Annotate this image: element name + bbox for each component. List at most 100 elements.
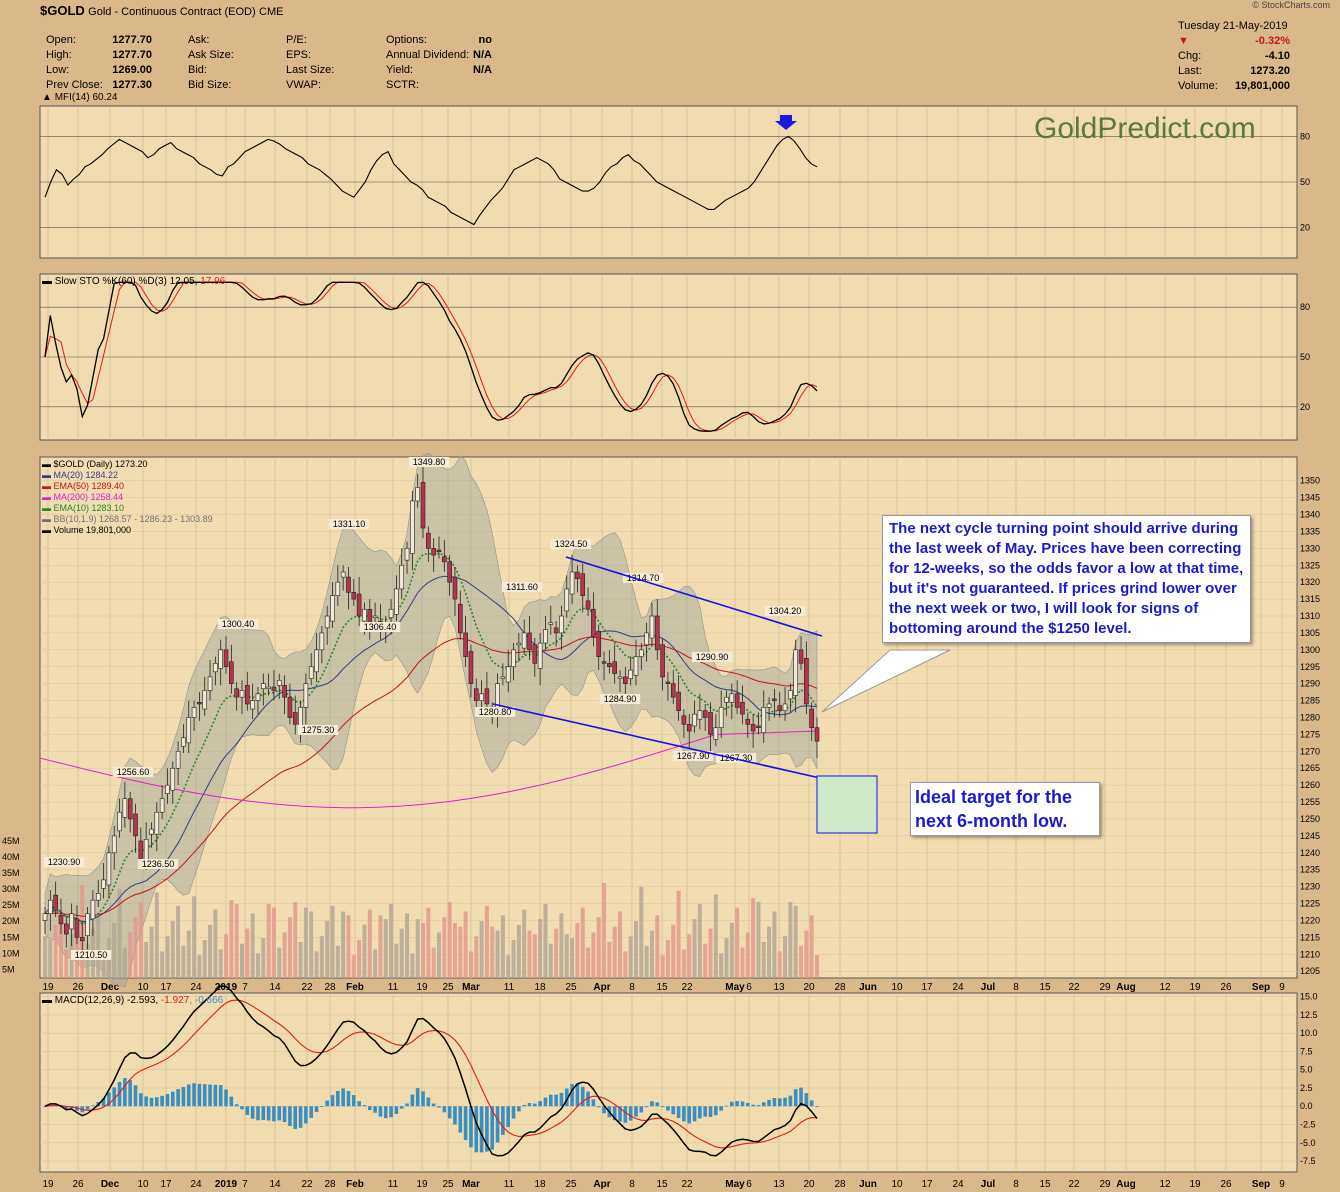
annotation-6: 1304.20 xyxy=(769,606,802,616)
x-tick-bottom-25: 13 xyxy=(773,1179,785,1190)
mfi-legend: ▲ MFI(14) 60.24 xyxy=(42,92,118,103)
price-y-tick-10: 1300 xyxy=(1300,645,1320,655)
volume-bar-138 xyxy=(777,951,782,978)
annotation-15: 1236.50 xyxy=(142,859,175,869)
x-tick-top-27: 28 xyxy=(834,982,846,993)
volume-value: 19,801,000 xyxy=(1234,80,1290,92)
macd-hist-bar-97 xyxy=(559,1092,564,1107)
volume-bar-92 xyxy=(532,934,537,978)
price-y-tick-18: 1260 xyxy=(1300,780,1320,790)
macd-hist-bar-121 xyxy=(687,1106,692,1124)
x-tick-top-35: 22 xyxy=(1068,982,1080,993)
x-tick-bottom-0: 19 xyxy=(42,1179,54,1190)
macd-hist-bar-76 xyxy=(447,1106,452,1119)
macd-hist-bar-141 xyxy=(793,1089,798,1107)
candle-body-119 xyxy=(676,691,681,712)
candle-body-0 xyxy=(42,913,48,921)
field4-3-label: SCTR: xyxy=(386,79,419,91)
macd-hist-bar-14 xyxy=(117,1081,122,1107)
macd-hist-bar-4 xyxy=(64,1106,69,1110)
macd-hist-bar-143 xyxy=(804,1093,809,1107)
macd-hist-bar-131 xyxy=(740,1101,745,1107)
vol-y-tick-3: 30M xyxy=(2,884,20,894)
macd-hist-bar-9 xyxy=(91,1105,95,1107)
macd-hist-bar-13 xyxy=(112,1087,117,1107)
macd-hist-bar-62 xyxy=(373,1106,377,1113)
candle-body-121 xyxy=(686,723,692,732)
candle-body-42 xyxy=(266,686,271,690)
volume-bar-6 xyxy=(74,919,79,978)
annotation-bg-2 xyxy=(550,539,592,549)
candle-body-44 xyxy=(276,679,282,686)
annotation-2: 1324.50 xyxy=(555,539,588,549)
annotation-bg-11 xyxy=(297,725,339,735)
macd-hist-bar-8 xyxy=(85,1106,90,1110)
brand-watermark: GoldPredict.com xyxy=(1034,112,1256,145)
lower-channel-line xyxy=(492,703,821,779)
volume-bar-133 xyxy=(751,898,756,978)
macd-signal-label: -1.927 xyxy=(160,995,190,1006)
volume-bar-87 xyxy=(506,955,511,978)
volume-bar-109 xyxy=(623,951,628,978)
volume-bar-48 xyxy=(298,941,303,978)
x-tick-bottom-4: 17 xyxy=(160,1179,172,1190)
volume-bar-71 xyxy=(421,922,426,978)
macd-hist-bar-127 xyxy=(719,1106,723,1111)
x-tick-bottom-14: 25 xyxy=(442,1179,454,1190)
x-tick-top-5: 24 xyxy=(190,982,202,993)
macd-hist-bar-101 xyxy=(580,1086,585,1107)
x-tick-bottom-37: Aug xyxy=(1116,1179,1135,1190)
upper-channel-line xyxy=(565,556,823,637)
candle-body-66 xyxy=(394,588,399,615)
annotation-bg-5 xyxy=(359,622,401,632)
x-tick-bottom-40: 26 xyxy=(1220,1179,1232,1190)
exchange: CME xyxy=(259,6,284,18)
candle-body-57 xyxy=(346,576,351,593)
x-tick-top-20: 8 xyxy=(629,982,635,993)
macd-hist-bar-96 xyxy=(554,1094,558,1107)
candle-body-135 xyxy=(761,707,767,734)
candle-body-21 xyxy=(154,811,160,835)
price-legend-item-0: ▬ $GOLD (Daily) 1273.20 xyxy=(42,459,148,469)
annotation-10: 1280.80 xyxy=(479,707,512,717)
x-tick-top-39: 19 xyxy=(1189,982,1201,993)
candle-body-13 xyxy=(111,835,117,854)
x-tick-bottom-17: 18 xyxy=(534,1179,546,1190)
candle-body-134 xyxy=(756,725,761,728)
annotation-7: 1300.40 xyxy=(222,619,255,629)
macd-hist-bar-45 xyxy=(282,1106,287,1123)
vol-y-tick-0: 45M xyxy=(2,836,20,846)
field-1-value: 1277.70 xyxy=(112,49,152,61)
sto-level-label-2: 20 xyxy=(1300,402,1310,412)
annotation-16: 1230.90 xyxy=(48,857,81,867)
x-tick-top-1: 26 xyxy=(72,982,84,993)
volume-bar-141 xyxy=(793,905,798,978)
candle-body-83 xyxy=(484,688,490,705)
volume-bar-35 xyxy=(229,900,234,978)
macd-hist-bar-115 xyxy=(655,1102,660,1107)
volume-bar-75 xyxy=(442,917,447,978)
volume-bar-77 xyxy=(452,922,457,978)
vol-y-tick-8: 5M xyxy=(2,964,15,974)
price-y-tick-14: 1280 xyxy=(1300,713,1320,723)
x-tick-top-30: 17 xyxy=(921,982,933,993)
candle-body-75 xyxy=(442,556,447,563)
macd-y-tick-2: 10.0 xyxy=(1300,1028,1318,1038)
candle-body-30 xyxy=(202,690,208,710)
field2-3-label: Bid Size: xyxy=(188,79,232,91)
candle-body-109 xyxy=(623,676,628,684)
candle-body-29 xyxy=(197,701,202,705)
macd-hist-bar-142 xyxy=(799,1087,803,1107)
volume-bar-69 xyxy=(410,953,415,978)
volume-bar-125 xyxy=(708,928,713,978)
macd-hist-bar-24 xyxy=(170,1091,175,1107)
macd-hist-bar-112 xyxy=(639,1106,644,1113)
volume-bar-21 xyxy=(154,892,159,978)
price-legend-item-2: ▬ EMA(50) 1289.40 xyxy=(42,481,125,491)
candle-body-120 xyxy=(681,715,687,725)
volume-bar-137 xyxy=(772,911,777,978)
volume-bar-136 xyxy=(767,926,772,978)
x-tick-top-14: 25 xyxy=(442,982,454,993)
volume-bar-64 xyxy=(383,919,388,978)
annotation-11: 1275.30 xyxy=(302,725,335,735)
